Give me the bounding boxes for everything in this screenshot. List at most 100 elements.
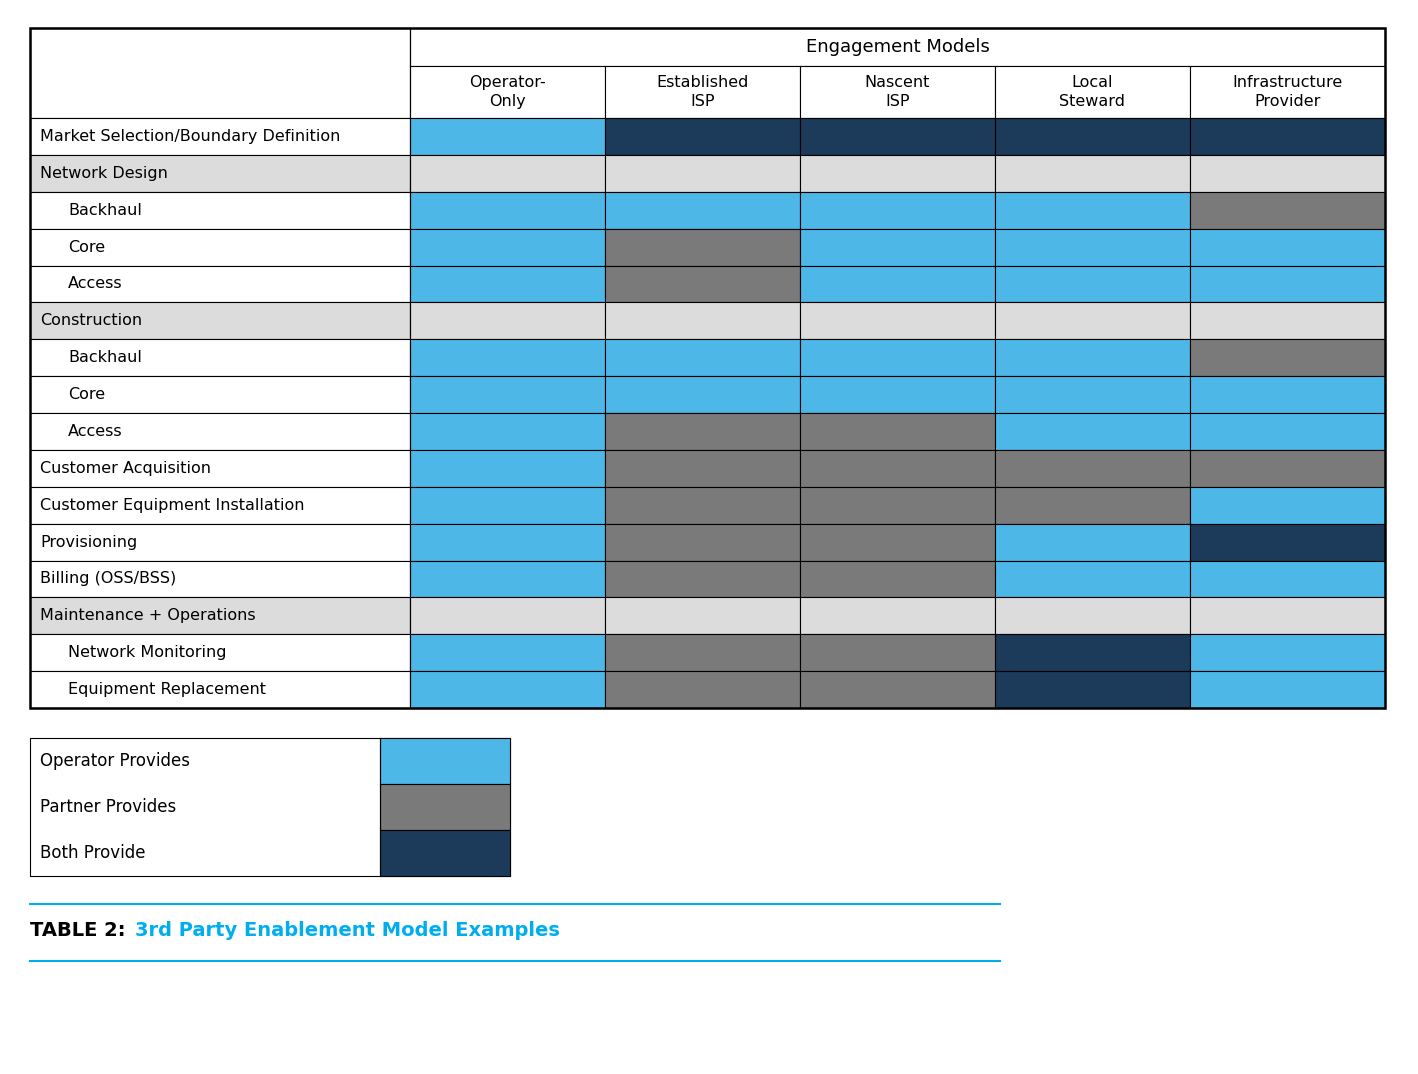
Bar [605,192,800,229]
Bar [995,339,1190,376]
Bar [1190,303,1385,339]
Bar [995,192,1190,229]
Bar [995,265,1190,303]
Text: Operator-
Only: Operator- Only [469,74,546,110]
Bar [605,339,800,376]
Text: Backhaul: Backhaul [68,203,142,218]
Bar [1190,487,1385,524]
Bar [410,155,605,192]
Text: Infrastructure
Provider: Infrastructure Provider [1232,74,1343,110]
Text: Network Monitoring: Network Monitoring [68,645,227,661]
Bar [995,118,1190,155]
Bar [30,738,510,876]
Bar [410,339,605,376]
Text: Partner Provides: Partner Provides [40,798,176,816]
Bar [30,524,410,561]
Bar [30,118,410,155]
Bar [800,450,995,487]
Text: Equipment Replacement: Equipment Replacement [68,682,267,697]
Bar [800,671,995,708]
Bar [800,339,995,376]
Text: Maintenance + Operations: Maintenance + Operations [40,608,255,623]
Bar [30,376,410,413]
Text: Core: Core [68,240,105,255]
Text: Core: Core [68,387,105,402]
Bar [380,830,510,876]
Text: Customer Equipment Installation: Customer Equipment Installation [40,497,305,512]
Bar [995,487,1190,524]
Bar [30,28,1385,708]
Text: Network Design: Network Design [40,165,167,180]
Text: Customer Acquisition: Customer Acquisition [40,461,211,476]
Bar [1190,635,1385,671]
Text: Backhaul: Backhaul [68,350,142,365]
Bar [800,487,995,524]
Bar [605,413,800,450]
Bar [800,635,995,671]
Bar [410,413,605,450]
Bar [1190,118,1385,155]
Bar [30,229,410,265]
Bar [30,155,410,192]
Bar [1190,561,1385,597]
Bar [605,671,800,708]
Bar [605,265,800,303]
Text: TABLE 2:: TABLE 2: [30,921,126,941]
Bar [605,635,800,671]
Bar [30,561,410,597]
Bar [1190,339,1385,376]
Bar [30,450,410,487]
Bar [380,738,510,784]
Bar [410,265,605,303]
Bar [1190,524,1385,561]
Bar [605,524,800,561]
Bar [800,192,995,229]
Text: Local
Steward: Local Steward [1059,74,1126,110]
Bar [995,155,1190,192]
Bar [30,28,410,118]
Bar [410,671,605,708]
Bar [1190,597,1385,635]
Bar [30,265,410,303]
Bar [800,66,995,118]
Bar [410,118,605,155]
Bar [800,524,995,561]
Bar [605,487,800,524]
Bar [800,303,995,339]
Bar [380,784,510,830]
Bar [800,376,995,413]
Bar [995,671,1190,708]
Bar [1190,229,1385,265]
Bar [410,635,605,671]
Text: Engagement Models: Engagement Models [805,38,990,56]
Bar [1190,413,1385,450]
Bar [30,597,410,635]
Bar [605,118,800,155]
Bar [410,66,605,118]
Bar [605,66,800,118]
Bar [30,671,410,708]
Text: Construction: Construction [40,314,142,329]
Bar [800,229,995,265]
Bar [995,524,1190,561]
Bar [410,450,605,487]
Bar [30,413,410,450]
Bar [410,229,605,265]
Bar [30,487,410,524]
Bar [800,597,995,635]
Bar [800,265,995,303]
Bar [995,229,1190,265]
Bar [410,376,605,413]
Bar [605,155,800,192]
Bar [605,303,800,339]
Bar [995,561,1190,597]
Bar [410,487,605,524]
Bar [1190,155,1385,192]
Text: Both Provide: Both Provide [40,844,146,862]
Bar [605,561,800,597]
Text: Access: Access [68,424,122,439]
Bar [995,597,1190,635]
Bar [410,303,605,339]
Text: Access: Access [68,276,122,291]
Bar [605,597,800,635]
